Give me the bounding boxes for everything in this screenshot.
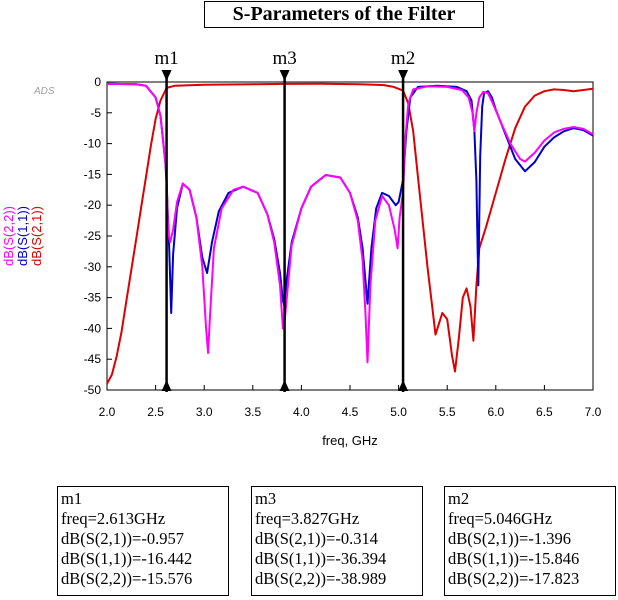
marker-top-triangle [279,70,290,81]
x-tick-label: 5.0 [390,405,407,419]
series-line [106,82,594,364]
marker-readout-line: dB(S(2,2))=-38.989 [255,569,387,588]
marker-readout-line: freq=2.613GHz [61,509,166,528]
y-axis-label: dB(S(2,1)) [29,206,44,266]
marker-label: m2 [391,48,415,69]
x-tick-label: 4.5 [342,405,359,419]
y-tick-label: -35 [84,291,102,305]
x-tick-label: 2.0 [99,405,116,419]
plot-frame [106,81,594,391]
x-tick-label: 3.5 [244,405,261,419]
y-tick-label: -20 [84,198,102,212]
marker-label: m1 [154,48,178,69]
y-tick-label: 0 [94,75,101,89]
x-tick-label: 5.5 [439,405,456,419]
y-tick-label: -10 [84,137,102,151]
marker-top-triangle [161,70,172,81]
marker-bottom-triangle [279,380,290,391]
marker-bottom-triangle [161,380,172,391]
x-tick-label: 3.0 [196,405,213,419]
marker-readout-m1: m1 freq=2.613GHz dB(S(2,1))=-0.957 dB(S(… [57,486,229,596]
x-tick-label: 7.0 [585,405,602,419]
ads-watermark: ADS [34,86,55,97]
marker-readout-line: m3 [255,489,277,508]
y-axis-label: dB(S(2,2)) [1,206,16,266]
marker-top-triangle [398,70,409,81]
chart-title: S-Parameters of the Filter [204,1,484,28]
marker-readout-line: dB(S(1,1))=-36.394 [255,549,387,568]
x-tick-label: 6.0 [487,405,504,419]
marker-bottom-triangle [398,380,409,391]
marker-readout-line: m2 [448,489,470,508]
y-tick-label: -45 [84,352,102,366]
marker-readout-line: dB(S(2,2))=-15.576 [61,569,193,588]
x-tick-label: 2.5 [147,405,164,419]
marker-readout-line: dB(S(1,1))=-15.846 [448,549,580,568]
y-tick-label: -50 [84,383,102,397]
marker-readout-line: dB(S(2,2))=-17.823 [448,569,580,588]
y-tick-label: -25 [84,229,102,243]
marker-readout-line: dB(S(2,1))=-0.957 [61,529,184,548]
marker-readout-m2: m2 freq=5.046GHz dB(S(2,1))=-1.396 dB(S(… [444,486,616,596]
x-axis-label: freq, GHz [322,433,378,448]
marker-label: m3 [272,48,296,69]
marker-readout-m3: m3 freq=3.827GHz dB(S(2,1))=-0.314 dB(S(… [251,486,423,596]
series-line [106,82,594,385]
marker-readout-line: dB(S(2,1))=-0.314 [255,529,378,548]
marker-readout-line: m1 [61,489,83,508]
marker-readout-line: dB(S(2,1))=-1.396 [448,529,571,548]
marker-readout-line: freq=3.827GHz [255,509,360,528]
y-axis-label: dB(S(1,1)) [15,206,30,266]
x-tick-label: 4.0 [293,405,310,419]
y-tick-label: -30 [84,260,102,274]
marker-readout-line: freq=5.046GHz [448,509,553,528]
x-tick-label: 6.5 [536,405,553,419]
y-tick-label: -40 [84,321,102,335]
marker-readout-line: dB(S(1,1))=-16.442 [61,549,193,568]
y-tick-label: -15 [84,167,102,181]
y-tick-label: -5 [90,106,101,120]
